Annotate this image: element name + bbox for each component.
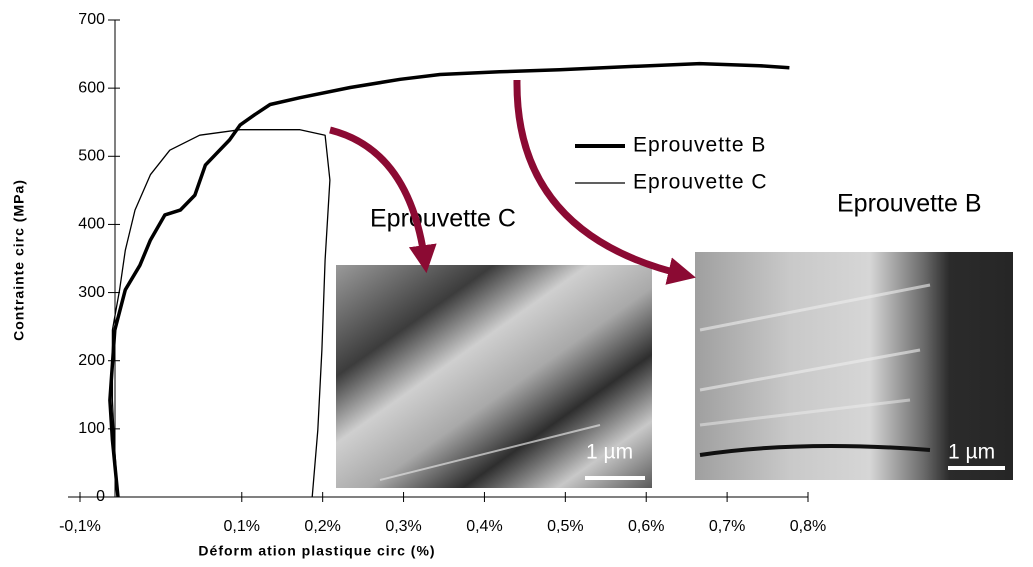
x-tick-label: 0,1% — [224, 518, 260, 535]
arrow — [513, 79, 696, 285]
y-tick-label: 200 — [78, 352, 105, 369]
x-axis-title: Déform ation plastique circ (%) — [198, 543, 435, 559]
y-tick-label: 500 — [78, 148, 105, 165]
scale-label: 1 µm — [948, 441, 995, 464]
inset-title: Eprouvette C — [370, 205, 516, 233]
series-line — [108, 61, 790, 498]
micrograph-c — [336, 265, 652, 488]
x-tick-label: 0,7% — [709, 518, 745, 535]
arrow — [329, 126, 437, 274]
x-tick-label: -0,1% — [59, 518, 101, 535]
x-tick-label: 0,5% — [547, 518, 583, 535]
scale-label: 1 µm — [586, 441, 633, 464]
x-tick-label: 0,3% — [385, 518, 421, 535]
inset-title: Eprouvette B — [837, 190, 982, 218]
y-axis-title: Contrainte circ (MPa) — [11, 179, 27, 341]
y-tick-label: 600 — [78, 79, 105, 96]
y-tick-label: 0 — [96, 488, 105, 505]
y-tick-label: 100 — [78, 420, 105, 437]
x-tick-label: 0,4% — [466, 518, 502, 535]
legend-label: Eprouvette B — [633, 134, 766, 157]
y-tick-label: 300 — [78, 284, 105, 301]
series-line — [111, 129, 331, 498]
micrograph-b — [695, 252, 1013, 480]
legend-label: Eprouvette C — [633, 171, 768, 194]
y-tick-label: 700 — [78, 11, 105, 28]
y-tick-label: 400 — [78, 216, 105, 233]
x-tick-label: 0,2% — [304, 518, 340, 535]
x-tick-label: 0,8% — [790, 518, 826, 535]
x-tick-label: 0,6% — [628, 518, 664, 535]
